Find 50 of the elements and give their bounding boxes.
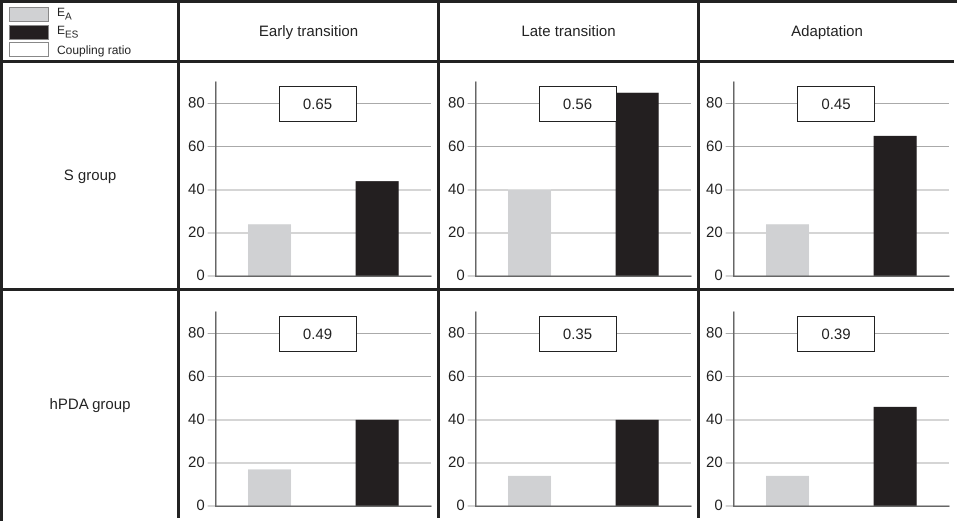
y-tick-label: 40 xyxy=(447,410,464,428)
legend-label: E$_{ES}$ xyxy=(57,22,78,42)
y-tick-label: 80 xyxy=(706,94,723,112)
chart-title: Late transition xyxy=(521,23,616,40)
y-axis-title: S group xyxy=(64,167,116,184)
y-tick-label: 20 xyxy=(706,224,723,242)
y-tick-label: 40 xyxy=(187,410,204,428)
label-box: 0.45 xyxy=(797,86,875,122)
y-tick-label: 20 xyxy=(706,454,723,472)
legend-label: E$_{A}$ xyxy=(57,4,72,24)
y-tick-label: 40 xyxy=(706,410,723,428)
y-tick-label: 80 xyxy=(187,324,204,342)
y-tick-label: 80 xyxy=(706,324,723,342)
y-tick-label: 80 xyxy=(447,94,464,112)
y-tick-label: 60 xyxy=(187,138,204,155)
y-axis-title: hPDA group xyxy=(50,396,130,413)
y-tick-label: 0 xyxy=(714,267,723,284)
y-tick-label: 0 xyxy=(456,267,464,284)
y-tick-label: 0 xyxy=(456,497,464,514)
y-tick-label: 80 xyxy=(187,94,204,112)
y-tick-label: 20 xyxy=(187,454,204,472)
annotation: 0.49 xyxy=(302,326,332,342)
y-tick-label: 40 xyxy=(706,180,723,198)
y-tick-label: 60 xyxy=(706,368,723,385)
y-tick-label: 40 xyxy=(447,180,464,198)
y-tick-label: 60 xyxy=(706,138,723,155)
y-tick-label: 80 xyxy=(447,324,464,342)
y-tick-label: 20 xyxy=(447,454,464,472)
annotation: 0.35 xyxy=(562,326,592,342)
label-box: 0.35 xyxy=(538,316,616,352)
y-tick-label: 20 xyxy=(447,224,464,242)
y-tick-label: 0 xyxy=(714,497,723,514)
chart-title: Adaptation xyxy=(791,23,863,40)
y-tick-label: 60 xyxy=(447,138,464,155)
y-tick-label: 60 xyxy=(447,368,464,385)
y-tick-label: 40 xyxy=(187,180,204,198)
text: Coupling ratio xyxy=(57,42,132,56)
annotation: 0.65 xyxy=(302,96,332,112)
label-box: 0.49 xyxy=(278,316,356,352)
y-tick-label: 20 xyxy=(187,224,204,242)
annotation: 0.45 xyxy=(821,96,851,112)
label-box: 0.56 xyxy=(538,86,616,122)
annotation: 0.39 xyxy=(821,326,851,342)
chart-title: Early transition xyxy=(258,23,358,40)
label-box: 0.39 xyxy=(797,316,875,352)
y-tick-label: 0 xyxy=(196,497,204,514)
annotation: 0.56 xyxy=(562,96,592,112)
y-tick-label: 60 xyxy=(187,368,204,385)
label-box: 0.65 xyxy=(278,86,356,122)
y-tick-label: 0 xyxy=(196,267,204,284)
